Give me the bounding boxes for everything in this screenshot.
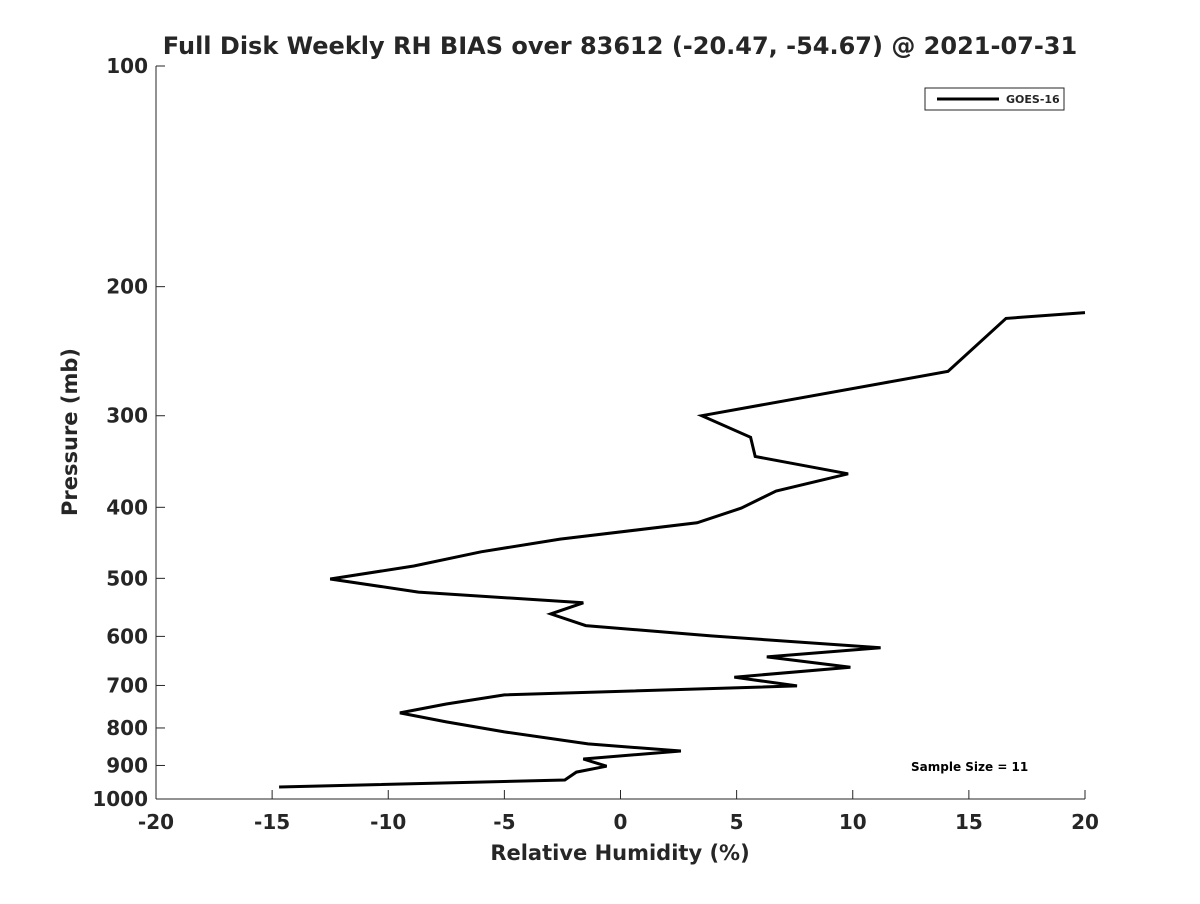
- legend-label-goes-16: GOES-16: [1006, 93, 1060, 106]
- y-tick-label: 100: [106, 54, 148, 78]
- legend: GOES-16: [925, 88, 1064, 110]
- x-tick-label: 0: [614, 810, 628, 834]
- y-axis-label: Pressure (mb): [58, 348, 82, 516]
- sample-size-annotation: Sample Size = 11: [911, 760, 1028, 774]
- y-tick-label: 600: [106, 624, 148, 648]
- x-tick-label: 20: [1071, 810, 1099, 834]
- x-tick-label: 5: [730, 810, 744, 834]
- series-line-goes-16: [279, 313, 1085, 787]
- y-tick-label: 900: [106, 753, 148, 777]
- chart-title: Full Disk Weekly RH BIAS over 83612 (-20…: [163, 32, 1077, 60]
- y-tick-label: 500: [106, 566, 148, 590]
- y-tick-label: 700: [106, 673, 148, 697]
- y-tick-label: 400: [106, 495, 148, 519]
- x-tick-label: -20: [138, 810, 174, 834]
- x-tick-label: -10: [370, 810, 406, 834]
- plot-area: [279, 313, 1085, 788]
- x-tick-label: -5: [493, 810, 515, 834]
- y-tick-label: 1000: [92, 787, 148, 811]
- y-tick-label: 800: [106, 716, 148, 740]
- x-tick-label: 10: [839, 810, 867, 834]
- y-tick-label: 300: [106, 404, 148, 428]
- x-tick-label: -15: [254, 810, 290, 834]
- x-axis-label: Relative Humidity (%): [490, 841, 749, 865]
- x-tick-label: 15: [955, 810, 983, 834]
- axes: -20 -15 -10 -5 0 5 10 15 20 100 200 300 400 500 600 700…: [92, 54, 1099, 834]
- y-tick-label: 200: [106, 275, 148, 299]
